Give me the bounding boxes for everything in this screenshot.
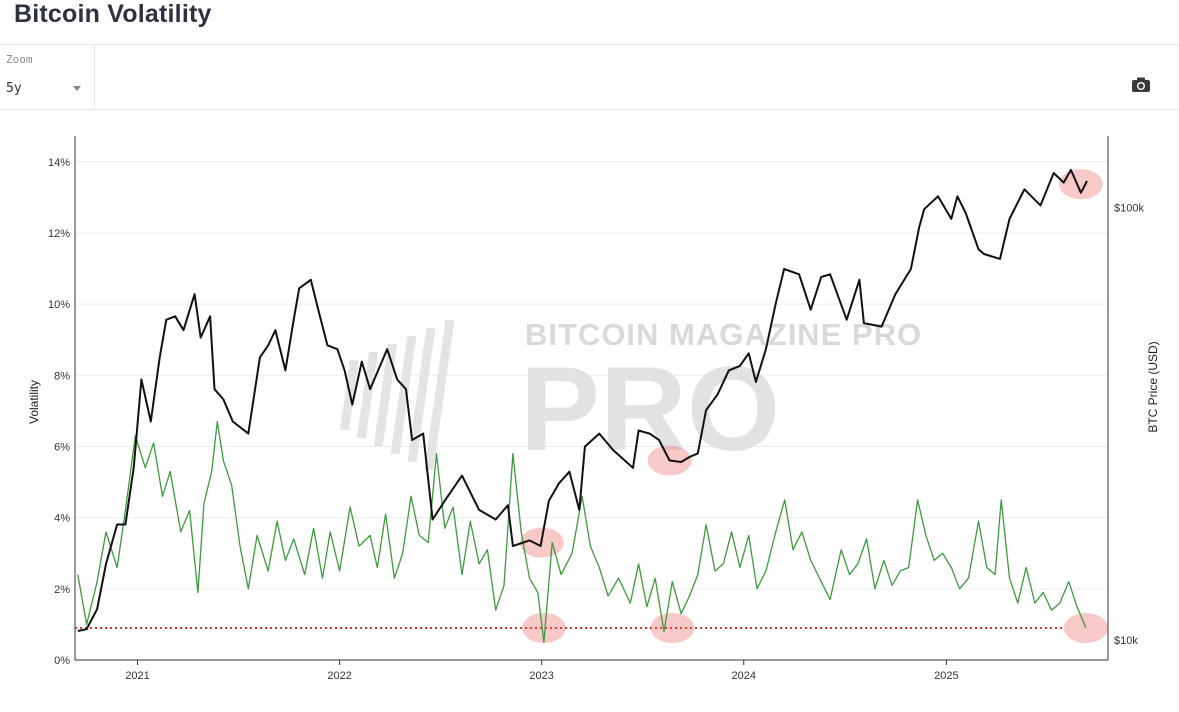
x-tick-label: 2022	[327, 670, 351, 682]
x-tick-label: 2025	[934, 670, 958, 682]
x-tick-label: 2021	[125, 670, 149, 682]
watermark-bar	[356, 352, 378, 438]
highlight-circle	[1058, 169, 1103, 200]
btc-price-series-line	[77, 168, 1088, 632]
highlight-circle	[650, 612, 695, 643]
chevron-down-icon	[73, 86, 81, 91]
y-left-tick-label: 4%	[54, 513, 70, 525]
y-left-tick-label: 2%	[54, 584, 70, 596]
y-left-tick-label: 8%	[54, 370, 70, 382]
y-left-tick-label: 0%	[54, 655, 70, 667]
chart-toolbar: Zoom 5y	[0, 44, 1179, 110]
y-right-axis-title: BTC Price (USD)	[1146, 341, 1160, 432]
volatility-chart: BITCOIN MAGAZINE PRO PRO 0% 2% 4% 6% 8% 10% 12…	[27, 136, 1160, 682]
y-left-tick-label: 10%	[48, 299, 70, 311]
y-left-tick-label: 6%	[54, 441, 70, 453]
y-left-axis-title: Volatility	[27, 380, 41, 424]
x-tick-label: 2024	[731, 670, 755, 682]
watermark-bar	[390, 336, 417, 454]
watermark-bar	[424, 320, 455, 470]
series-lines	[77, 168, 1088, 643]
watermark-pro: PRO	[520, 342, 780, 476]
watermark-bar	[373, 344, 398, 446]
watermark-text: BITCOIN MAGAZINE PRO	[525, 317, 922, 352]
zoom-value: 5y	[6, 81, 22, 96]
camera-icon[interactable]	[1131, 77, 1151, 93]
axis-labels: 0% 2% 4% 6% 8% 10% 12% 14% 2021 2022 2023 2024 2025 $…	[27, 157, 1160, 682]
highlight-circle	[521, 612, 566, 643]
zoom-label: Zoom	[6, 53, 33, 66]
zoom-select[interactable]: Zoom 5y	[0, 45, 95, 109]
axes	[74, 136, 1109, 665]
volatility-series-line	[77, 420, 1087, 643]
y-left-tick-label: 12%	[48, 228, 70, 240]
watermark: BITCOIN MAGAZINE PRO PRO	[340, 317, 922, 476]
y-right-tick-label: $10k	[1114, 635, 1138, 647]
y-left-tick-label: 14%	[48, 157, 70, 169]
page-title: Bitcoin Volatility	[14, 0, 212, 28]
y-right-tick-label: $100k	[1114, 202, 1144, 214]
watermark-bar	[407, 328, 436, 462]
x-tick-label: 2023	[529, 670, 553, 682]
